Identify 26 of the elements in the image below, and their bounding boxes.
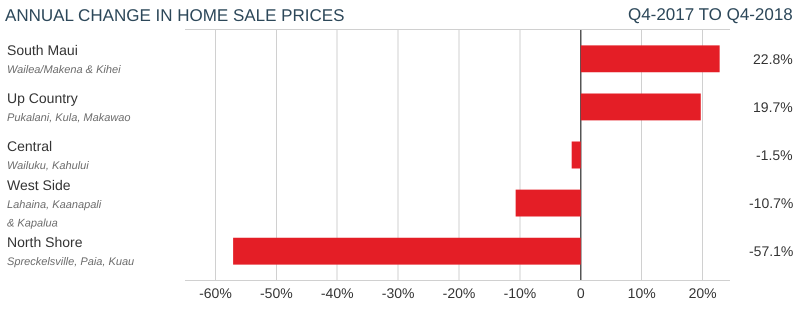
x-tick-label: -60% [199,284,232,301]
data-label: -10.7% [749,195,794,211]
y-tick-label: West Side Lahaina, Kaanapali & Kapalua [7,177,102,230]
bar [233,238,581,265]
data-label: 19.7% [753,99,793,115]
x-tick-label: 10% [628,284,656,301]
y-tick-label: Up Country Pukalani, Kula, Makawao [7,90,131,124]
chart-title: ANNUAL CHANGE IN HOME SALE PRICES [5,6,344,25]
bar [580,93,701,120]
x-tick-label: -20% [442,284,476,301]
bar [572,142,581,168]
x-tick-label: -40% [320,284,354,301]
x-tick-label: 20% [688,284,717,301]
data-label: -1.5% [756,147,793,163]
data-label: -57.1% [749,243,794,259]
x-tick-label: 0 [576,284,585,301]
y-tick-label: Central Wailuku, Kahului [7,138,90,172]
y-tick-label: North Shore Spreckelsville, Paia, Kuau [7,234,134,268]
x-tick-label: -50% [260,284,293,301]
x-tick-label: -30% [382,284,414,301]
y-tick-label: South Maui Wailea/Makena & Kihei [7,42,122,76]
x-tick-label: -10% [504,284,536,301]
chart-subtitle: Q4-2017 TO Q4-2018 [628,5,793,24]
data-label: 22.8% [753,51,793,67]
bar [580,45,720,72]
bar [516,190,581,217]
